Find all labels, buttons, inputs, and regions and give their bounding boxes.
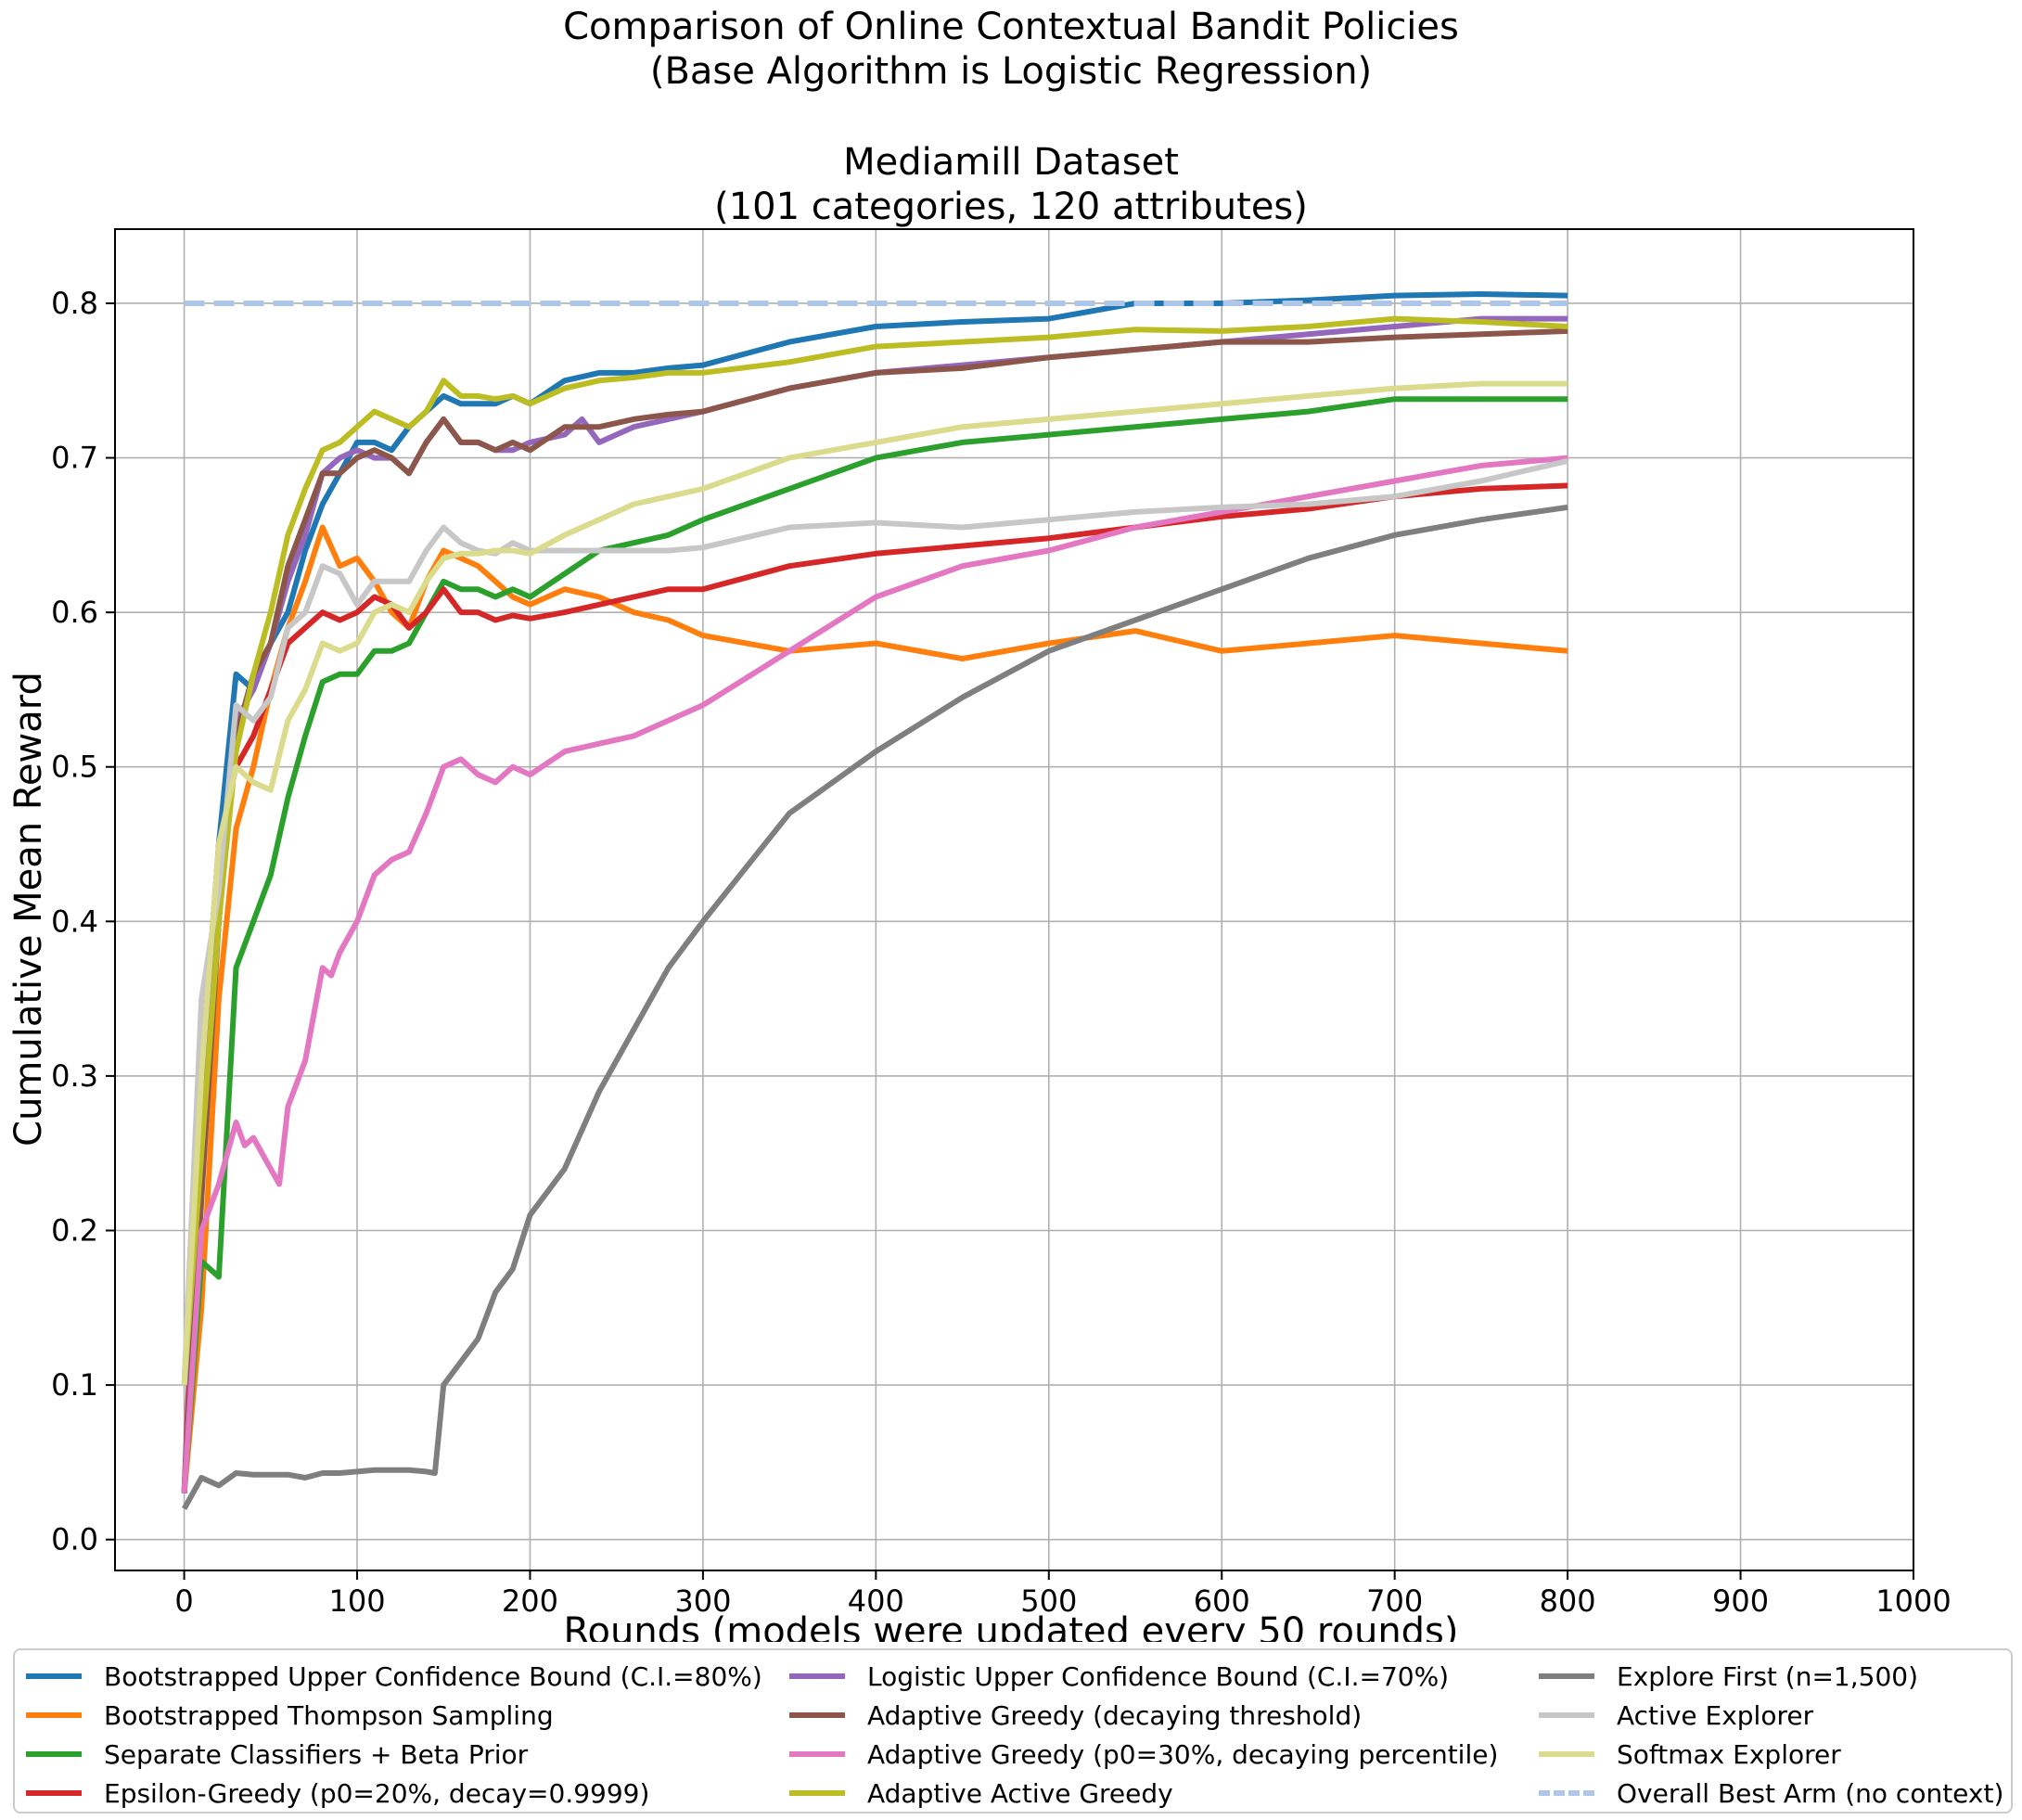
x-tick-label: 100: [328, 1583, 385, 1619]
legend-item: Bootstrapped Upper Confidence Bound (C.I…: [26, 1658, 762, 1695]
legend-label: Active Explorer: [1617, 1699, 1814, 1731]
legend-label: Bootstrapped Upper Confidence Bound (C.I…: [104, 1660, 762, 1692]
series-line-7: [181, 315, 1568, 1386]
legend-item: Adaptive Active Greedy: [789, 1775, 1173, 1812]
title-line-3: Mediamill Dataset: [843, 141, 1179, 184]
legend-swatch: [1539, 1712, 1594, 1718]
y-tick-label: 0.7: [51, 441, 98, 476]
legend-item: Explore First (n=1,500): [1539, 1658, 1918, 1695]
legend-item: Bootstrapped Thompson Sampling: [26, 1697, 554, 1734]
title-line-1: Comparison of Online Contextual Bandit P…: [563, 6, 1459, 48]
series-lines: [181, 291, 1568, 1510]
legend-label: Logistic Upper Confidence Bound (C.I.=70…: [867, 1660, 1450, 1692]
legend-label: Bootstrapped Thompson Sampling: [104, 1699, 554, 1731]
x-tick-label: 900: [1712, 1583, 1769, 1619]
legend-label: Epsilon-Greedy (p0=20%, decay=0.9999): [104, 1777, 650, 1809]
y-tick-label: 0.3: [51, 1058, 98, 1094]
x-tick-label: 600: [1194, 1583, 1250, 1619]
series-line-0: [181, 291, 1568, 1493]
legend: Bootstrapped Upper Confidence Bound (C.I…: [13, 1648, 2013, 1814]
legend-label: Adaptive Active Greedy: [867, 1777, 1173, 1809]
legend-swatch: [26, 1712, 82, 1718]
legend-swatch: [1539, 1673, 1594, 1679]
legend-label: Adaptive Greedy (p0=30%, decaying percen…: [867, 1738, 1499, 1770]
legend-label: Separate Classifiers + Beta Prior: [104, 1738, 529, 1770]
title-line-2: (Base Algorithm is Logistic Regression): [650, 50, 1372, 93]
title-line-4: (101 categories, 120 attributes): [714, 186, 1308, 228]
legend-swatch: [26, 1751, 82, 1757]
legend-label: Overall Best Arm (no context): [1617, 1777, 2004, 1809]
y-tick-label: 0.4: [51, 904, 98, 939]
series-line-10: [181, 380, 1568, 1386]
legend-label: Adaptive Greedy (decaying threshold): [867, 1699, 1363, 1731]
legend-swatch: [26, 1673, 82, 1679]
x-axis-label: Rounds (models were updated every 50 rou…: [564, 1610, 1459, 1642]
grid: [115, 229, 1914, 1570]
y-tick-label: 0.6: [51, 595, 98, 630]
legend-label: Softmax Explorer: [1617, 1738, 1841, 1770]
legend-item: Epsilon-Greedy (p0=20%, decay=0.9999): [26, 1775, 649, 1812]
legend-item: Softmax Explorer: [1539, 1736, 1841, 1773]
y-tick-label: 0.2: [51, 1213, 98, 1249]
legend-item: Adaptive Greedy (decaying threshold): [789, 1697, 1362, 1734]
x-tick-label: 700: [1366, 1583, 1423, 1619]
legend-item: Overall Best Arm (no context): [1539, 1775, 2003, 1812]
series-line-2: [181, 396, 1568, 1493]
y-axis-label: Cumulative Mean Reward: [7, 672, 50, 1147]
legend-swatch: [789, 1790, 845, 1796]
series-line-6: [181, 455, 1568, 1493]
y-tick-label: 0.0: [51, 1522, 98, 1557]
x-tick-label: 800: [1540, 1583, 1596, 1619]
y-axis-ticks: 0.0 0.1 0.2 0.3 0.4 0.5 0.6 0.7 0.8: [51, 286, 115, 1557]
line-chart: Comparison of Online Contextual Bandit P…: [7, 6, 1952, 1642]
y-tick-label: 0.8: [51, 286, 98, 321]
x-axis-ticks: 0 100 200 300 400 500 600 700 800 900 1000: [174, 1570, 1952, 1619]
chart-title: Comparison of Online Contextual Bandit P…: [563, 6, 1459, 228]
legend-item: Separate Classifiers + Beta Prior: [26, 1736, 528, 1773]
legend-swatch: [1539, 1790, 1594, 1796]
series-line-3: [181, 482, 1568, 1493]
legend-item: Active Explorer: [1539, 1697, 1813, 1734]
x-tick-label: 200: [502, 1583, 558, 1619]
x-tick-label: 1000: [1875, 1583, 1951, 1619]
series-line-8: [181, 504, 1568, 1510]
x-tick-label: 400: [848, 1583, 904, 1619]
legend-item: Adaptive Greedy (p0=30%, decaying percen…: [789, 1736, 1498, 1773]
y-tick-label: 0.1: [51, 1367, 98, 1403]
legend-label: Explore First (n=1,500): [1617, 1660, 1919, 1692]
x-tick-label: 300: [674, 1583, 731, 1619]
series-line-5: [181, 327, 1568, 1493]
plot-frame: [114, 228, 1914, 1571]
legend-swatch: [789, 1712, 845, 1718]
legend-swatch: [26, 1790, 82, 1796]
legend-item: Logistic Upper Confidence Bound (C.I.=70…: [789, 1658, 1449, 1695]
y-tick-label: 0.5: [51, 750, 98, 785]
legend-swatch: [789, 1673, 845, 1679]
x-tick-label: 500: [1020, 1583, 1077, 1619]
legend-swatch: [1539, 1751, 1594, 1757]
x-tick-label: 0: [174, 1583, 193, 1619]
legend-swatch: [789, 1751, 845, 1757]
